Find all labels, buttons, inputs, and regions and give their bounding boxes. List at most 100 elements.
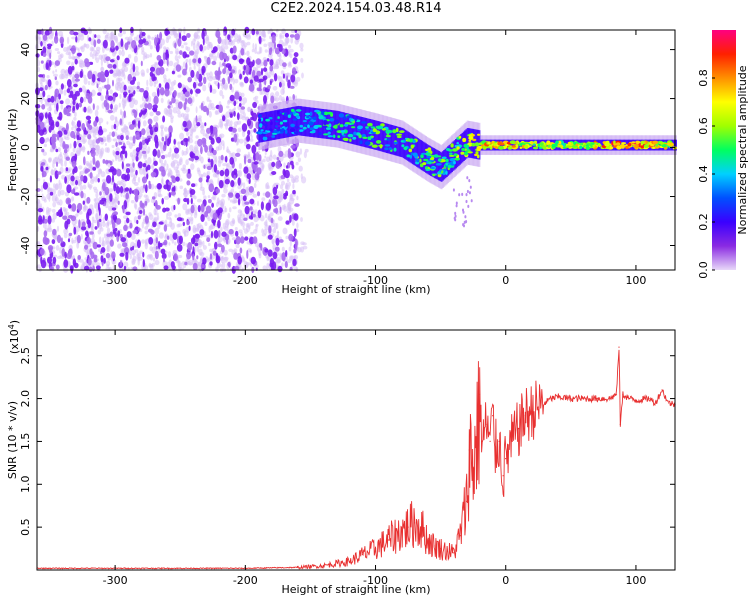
spectrogram-noise-blob (52, 228, 57, 236)
spectrogram-ridge-core (271, 110, 274, 141)
spectrogram-ridge-spot (323, 122, 327, 126)
spectrogram-noise-speck (264, 212, 268, 219)
spectrogram-ridge-spot (475, 151, 479, 155)
spectrogram-noise-speck (172, 107, 178, 114)
spectrogram-noise-speck (57, 147, 61, 153)
spectrogram-noise-speck (272, 228, 277, 234)
spectrogram-ridge-core (288, 107, 291, 137)
spectrogram-noise-speck (59, 189, 65, 196)
spectrogram-ridge-core (384, 123, 387, 153)
spectrogram-noise-speck (176, 164, 180, 169)
spectrogram-noise-blob (66, 79, 72, 88)
spectrogram-noise-blob (284, 261, 288, 268)
spectrogram-noise-blob (215, 255, 221, 264)
spectrogram-noise-blob (124, 187, 130, 192)
spectrogram-noise-speck (146, 79, 149, 87)
spectrogram-noise-blob (60, 237, 63, 244)
spectrogram-noise-blob (276, 184, 279, 189)
spectrogram-noise-blob (87, 70, 93, 80)
spectrogram-noise-speck (169, 233, 174, 241)
spectrogram-noise-blob (67, 107, 72, 113)
spectrogram-noise-blob (118, 141, 123, 145)
spectrogram-noise-speck (206, 75, 209, 80)
spectrogram-noise-speck (60, 74, 66, 80)
spectrogram-noise-blob (78, 87, 83, 93)
spectrogram-noise-speck (289, 240, 292, 247)
spectrogram-noise-blob (81, 226, 87, 231)
spectrogram-noise-blob (274, 47, 280, 55)
spectrogram-noise-speck (185, 59, 189, 63)
spectrogram-ridge-core (276, 109, 279, 140)
spectrogram-ridge-core (332, 110, 335, 140)
spectrogram-noise-speck (135, 65, 139, 72)
spectrogram-ridge-spot (401, 144, 405, 148)
spectrogram-noise-speck (292, 183, 295, 190)
spectrogram-noise-speck (71, 36, 77, 40)
spectrogram-noise-blob (148, 180, 151, 186)
spectrogram-noise-blob (221, 77, 226, 85)
spectrogram-noise-speck (267, 74, 271, 79)
spectrogram-ridge-spot (452, 148, 458, 152)
spectrogram-ridge-core (352, 114, 355, 145)
spectrogram-noise-blob (65, 167, 69, 172)
spectrogram-noise-blob (157, 240, 161, 250)
spectrogram-noise-speck (146, 198, 151, 203)
spectrogram-noise-blob (213, 229, 219, 239)
spectrogram-ridge-core (513, 139, 516, 151)
spectrogram-noise-blob (77, 202, 83, 212)
spectrogram-noise-speck (217, 156, 221, 160)
spectrogram-noise-speck (113, 59, 119, 65)
spectrogram-noise-speck (60, 163, 64, 167)
spectrogram-tail-spot (469, 185, 472, 189)
spectrogram-noise-blob (62, 141, 66, 150)
spectrogram-noise-speck (214, 110, 219, 116)
spectrogram-ridge-spot (342, 134, 346, 137)
spectrogram-noise-blob (165, 49, 169, 58)
spectrogram-ridge-core (320, 108, 323, 139)
spectrogram-noise-blob (170, 191, 176, 196)
spectrogram-ridge-core (319, 108, 322, 139)
spectrogram-noise-speck (183, 188, 187, 193)
spectrogram-ridge-spot (396, 133, 402, 136)
spectrogram-noise-speck (52, 70, 55, 74)
spectrogram-noise-blob (45, 166, 49, 171)
spectrogram-noise-blob (200, 203, 205, 213)
spectrogram-noise-blob (74, 192, 80, 196)
spectrogram-noise-speck (60, 104, 64, 110)
spectrogram-noise-blob (146, 135, 153, 140)
spectrogram-noise-blob (281, 252, 286, 262)
spectrogram-noise-blob (171, 97, 176, 104)
spectrogram-noise-blob (42, 34, 48, 41)
spectrogram-noise-speck (174, 214, 178, 218)
spectrogram-noise-speck (244, 141, 247, 147)
spectrogram-noise-speck (237, 127, 242, 133)
spectrogram-noise-speck (279, 35, 283, 40)
spectrogram-noise-speck (123, 215, 128, 220)
spectrogram-noise-speck (83, 203, 87, 211)
spectrogram-noise-blob (66, 184, 72, 194)
spectrogram-noise-speck (281, 262, 284, 268)
spectrogram-noise-speck (205, 132, 210, 139)
spectrogram-noise-blob (270, 47, 273, 52)
spectrogram-noise-speck (80, 233, 83, 240)
spectrogram-noise-blob (69, 90, 74, 96)
spectrogram-noise-blob (139, 200, 143, 208)
spectrogram-noise-blob (291, 67, 297, 76)
spectrogram-noise-speck (280, 70, 285, 75)
spectrogram-noise-speck (167, 251, 172, 258)
spectrogram-ridge-core (268, 111, 271, 141)
spectrogram-noise-speck (299, 42, 304, 49)
spectrogram-noise-blob (184, 127, 189, 132)
spectrogram-noise-speck (174, 241, 177, 246)
spectrogram-noise-blob (236, 112, 240, 121)
spectrogram-noise-blob (134, 193, 139, 203)
spectrogram-ridge-spot (492, 142, 497, 147)
spectrogram-noise-blob (269, 65, 274, 72)
spectrogram-noise-blob (258, 242, 263, 248)
spectrogram-noise-blob (73, 140, 77, 149)
spectrogram-noise-speck (190, 163, 195, 171)
spectrogram-noise-speck (157, 189, 162, 197)
spectrogram-noise-blob (164, 82, 170, 91)
spectrogram-noise-blob (40, 166, 44, 172)
spectrogram-noise-blob (135, 147, 141, 153)
